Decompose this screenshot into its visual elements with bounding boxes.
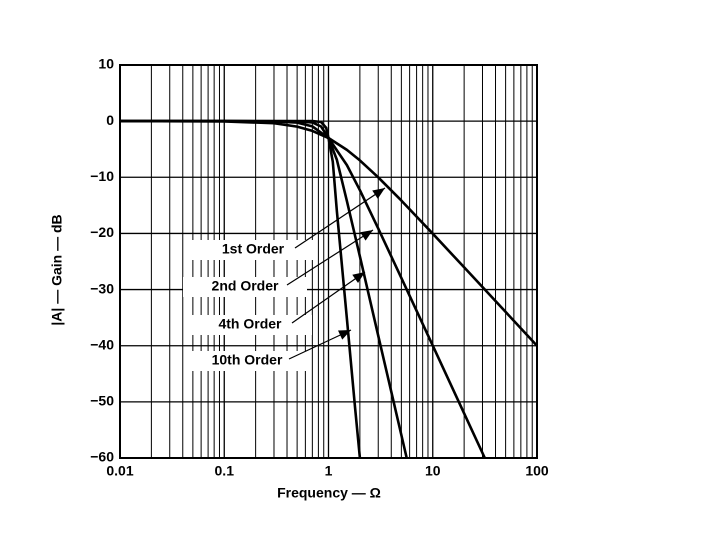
x-tick-label: 1 — [325, 463, 333, 479]
x-axis-label: Frequency — Ω — [277, 485, 381, 501]
y-tick-label: −10 — [90, 168, 114, 184]
leader-line — [294, 187, 386, 249]
label-background — [183, 277, 307, 297]
y-tick-label: −20 — [90, 224, 114, 240]
label-background — [191, 240, 315, 260]
arrow-head — [352, 272, 365, 283]
y-tick-label: 10 — [98, 56, 114, 72]
legend-label: 1st Order — [222, 241, 285, 257]
label-background — [188, 315, 312, 335]
legend-label: 4th Order — [218, 316, 282, 332]
line-series — [120, 119, 362, 459]
y-axis-label: |A| — Gain — dB — [49, 214, 65, 325]
x-tick-label: 10 — [425, 463, 441, 479]
y-tick-label: −40 — [90, 336, 114, 352]
plot-border — [119, 64, 538, 459]
y-tick-label: −30 — [90, 280, 114, 296]
x-tick-label: 0.01 — [106, 463, 133, 479]
line-series — [119, 119, 538, 347]
arrow-head — [360, 230, 373, 241]
arrow-head — [372, 188, 385, 199]
leader-line — [291, 271, 366, 324]
x-tick-label: 100 — [525, 463, 549, 479]
y-tick-label: 0 — [106, 112, 114, 128]
y-tick-label: −50 — [90, 393, 114, 409]
label-background — [185, 351, 309, 371]
y-tick-label: −60 — [90, 449, 114, 465]
arrow-head — [338, 330, 351, 340]
leader-line — [286, 229, 374, 286]
x-tick-label: 0.1 — [215, 463, 235, 479]
legend-label: 2nd Order — [212, 278, 279, 294]
legend-label: 10th Order — [212, 352, 283, 368]
